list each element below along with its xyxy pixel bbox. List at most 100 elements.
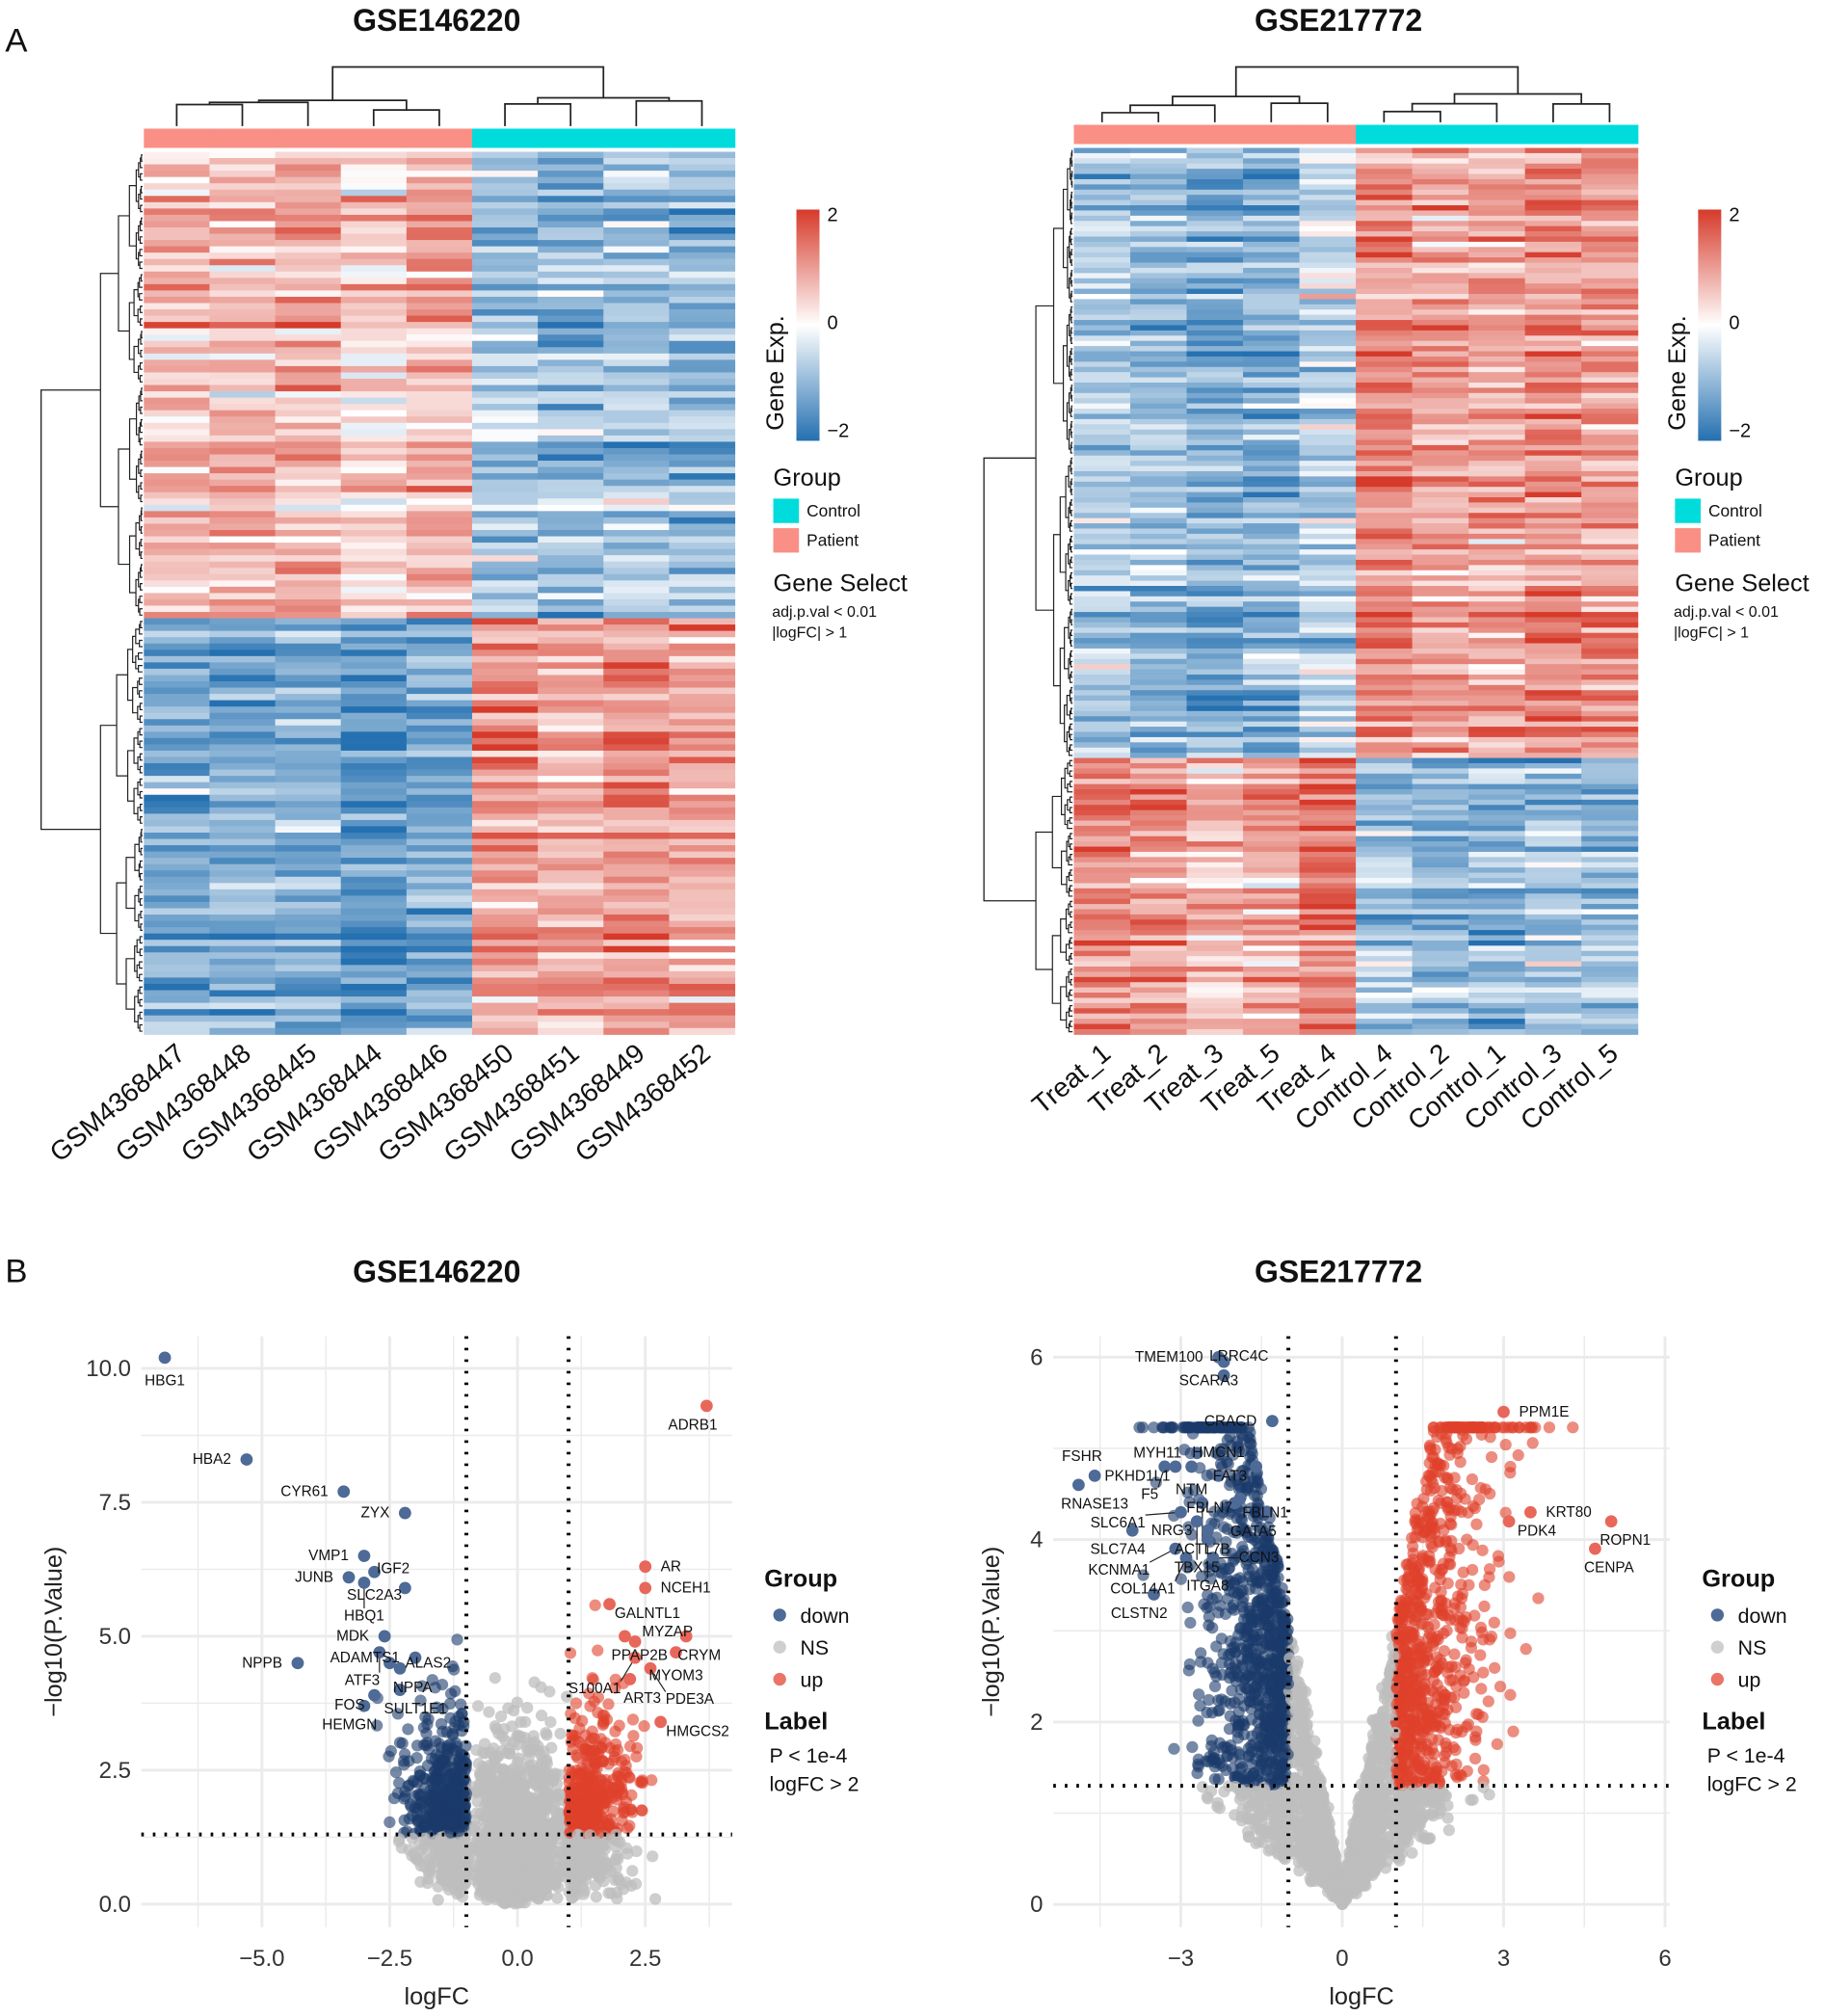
heatmap-cell [669, 486, 736, 493]
heatmap-cell [1524, 883, 1582, 889]
heatmap-cell [275, 271, 342, 279]
heatmap-cell [1581, 820, 1639, 827]
heatmap-cell [209, 164, 277, 172]
heatmap-cell [1412, 783, 1469, 790]
heatmap-cell [1129, 481, 1188, 488]
heatmap-cell [1524, 304, 1582, 310]
heatmap-cell [209, 441, 277, 449]
row-dendrogram-link [1069, 781, 1073, 787]
heatmap-cell [1299, 914, 1357, 920]
heatmap-cell [144, 637, 210, 645]
heatmap-cell [1524, 418, 1582, 425]
heatmap-cell [1129, 982, 1188, 989]
heatmap-cell [406, 555, 473, 563]
heatmap-cell [209, 365, 277, 373]
heatmap-cell [209, 952, 277, 960]
heatmap-cell [340, 712, 408, 720]
heatmap-cell [1299, 993, 1357, 998]
heatmap-cell [1129, 424, 1188, 431]
heatmap-cell [1129, 773, 1188, 780]
heatmap-cell [209, 511, 277, 518]
row-dendrogram-link [116, 882, 126, 985]
heatmap-cell [538, 347, 604, 355]
heatmap-cell [1524, 533, 1582, 540]
row-dendrogram-link [1060, 850, 1068, 886]
heatmap-cell [538, 201, 604, 209]
heatmap-cell [1356, 435, 1414, 441]
heatmap-cell [1129, 221, 1188, 227]
heatmap-cell [1186, 982, 1244, 989]
heatmap-cell [1186, 721, 1244, 728]
heatmap-cell [1243, 346, 1301, 353]
gene-select-criterion: adj.p.val < 0.01 [1674, 604, 1779, 621]
heatmap-cell [603, 933, 670, 941]
heatmap-cell [1524, 851, 1582, 858]
heatmap-cell [1299, 1002, 1357, 1009]
heatmap-cell [1581, 1008, 1639, 1015]
row-dendrogram-link [1071, 316, 1073, 324]
heatmap-cell [1073, 1008, 1131, 1015]
heatmap-cell [1299, 789, 1357, 795]
heatmap-cell [1468, 481, 1526, 488]
heatmap-cell [1073, 632, 1131, 639]
heatmap-cell [406, 706, 473, 714]
heatmap-cell [1356, 450, 1414, 457]
heatmap-cell [603, 630, 670, 638]
heatmap-cell [538, 832, 604, 840]
heatmap-cell [144, 612, 210, 620]
heatmap-cell [209, 920, 277, 928]
heatmap-cell [538, 183, 604, 191]
heatmap-cell [471, 870, 539, 878]
row-dendrogram-link [1071, 191, 1073, 199]
heatmap-cell [1356, 736, 1414, 743]
heatmap-cell [471, 171, 539, 178]
heatmap-cell [144, 901, 210, 910]
panel-label-a: A [5, 23, 28, 60]
heatmap-cell [340, 996, 408, 1004]
heatmap-cell [1524, 435, 1582, 441]
heatmap-cell [1524, 940, 1582, 946]
heatmap-cell [1243, 753, 1301, 759]
heatmap-cell [603, 246, 670, 253]
heatmap-cell [406, 529, 473, 538]
heatmap-cell [406, 876, 473, 884]
row-dendrogram-link [139, 249, 143, 257]
heatmap-cell [538, 580, 604, 588]
heatmap-cell [603, 794, 670, 802]
heatmap-cell [1468, 1019, 1526, 1025]
heatmap-cell [1412, 950, 1469, 957]
heatmap-cell [1129, 815, 1188, 822]
heatmap-cell [1186, 684, 1244, 691]
heatmap-cell [538, 422, 604, 430]
heatmap-cell [209, 1009, 277, 1017]
heatmap-cell [1299, 622, 1357, 628]
row-dendrogram-link [140, 494, 143, 503]
heatmap-cell [1581, 340, 1639, 347]
heatmap-cell [1412, 497, 1469, 503]
heatmap-cell [406, 378, 473, 386]
heatmap-cell [1299, 1023, 1357, 1030]
heatmap-cell [1073, 653, 1131, 660]
heatmap-cell [340, 933, 408, 941]
heatmap-cell [1186, 554, 1244, 561]
heatmap-cell [1524, 930, 1582, 937]
heatmap-cell [1524, 779, 1582, 785]
heatmap-cell [1468, 444, 1526, 451]
heatmap-cell [1299, 195, 1357, 201]
heatmap-cell [1186, 809, 1244, 816]
heatmap-cell [603, 208, 670, 216]
row-dendrogram-link [139, 1023, 143, 1032]
heatmap-cell [1524, 893, 1582, 900]
heatmap-cell [1299, 971, 1357, 978]
heatmap-cell [1243, 418, 1301, 425]
heatmap-cell [144, 1027, 210, 1035]
heatmap-cell [1186, 747, 1244, 754]
heatmap-cell [144, 933, 210, 941]
heatmap-cell [471, 920, 539, 928]
heatmap-cell [538, 372, 604, 380]
heatmap-cell [1299, 888, 1357, 894]
heatmap-cell [1468, 340, 1526, 347]
heatmap-cell [1581, 878, 1639, 884]
row-dendrogram-link [139, 860, 143, 868]
heatmap-cell [1356, 1013, 1414, 1020]
